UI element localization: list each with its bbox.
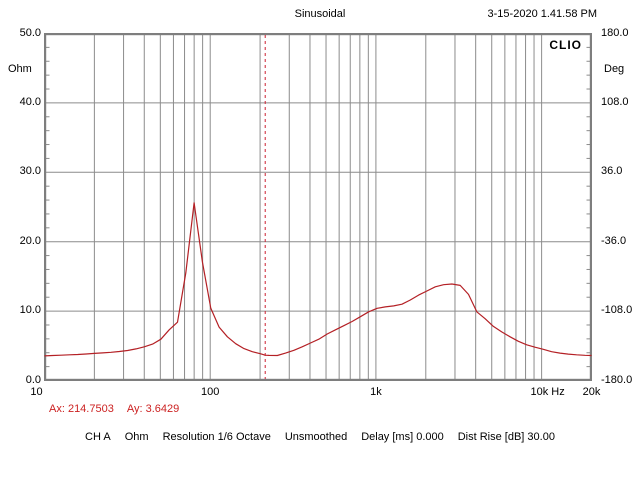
- y-left-tick-label: 30.0: [19, 165, 41, 178]
- y-right-tick-label: -108.0: [601, 304, 633, 317]
- measurement-type-label: Sinusoidal: [294, 8, 346, 20]
- cursor-ax-value: Ax: 214.7503: [49, 403, 114, 415]
- x-tick-label: 100: [201, 386, 220, 398]
- y-right-tick-label: 36.0: [601, 165, 623, 178]
- y-left-tick-label: 10.0: [19, 304, 41, 317]
- cursor-readout: Ax: 214.7503 Ay: 3.6429: [49, 403, 192, 415]
- plot-canvas[interactable]: [44, 33, 592, 381]
- plot-border: [44, 33, 592, 381]
- y-left-tick-label: 40.0: [19, 95, 41, 108]
- status-unit: Ohm: [124, 431, 149, 443]
- status-delay: Delay [ms] 0.000: [361, 431, 444, 443]
- y-left-tick-label: 20.0: [19, 234, 41, 247]
- clio-brand-label: CLIO: [549, 38, 582, 52]
- x-tick-label: 1k: [370, 386, 382, 398]
- y-right-tick-label: 180.0: [601, 26, 629, 39]
- impedance-curve: [44, 202, 592, 357]
- status-dist-rise: Dist Rise [dB] 30.00: [457, 431, 555, 443]
- datetime-label: 3-15-2020 1.41.58 PM: [487, 8, 597, 20]
- ohm-unit-label: Ohm: [8, 63, 32, 75]
- x-tick-label: 10k Hz: [530, 386, 565, 398]
- status-channel: CH A: [85, 431, 111, 443]
- status-line: CH A Ohm Resolution 1/6 Octave Unsmoothed De…: [0, 431, 640, 443]
- cursor-ay-value: Ay: 3.6429: [126, 403, 180, 415]
- y-left-tick-label: 0.0: [25, 373, 41, 386]
- x-tick-label: 10: [30, 386, 43, 398]
- status-smoothing: Unsmoothed: [284, 431, 348, 443]
- status-resolution: Resolution 1/6 Octave: [162, 431, 271, 443]
- x-tick-label: 20k: [582, 386, 601, 398]
- deg-unit-label: Deg: [604, 63, 625, 75]
- y-right-tick-label: 108.0: [601, 95, 629, 108]
- y-left-tick-label: 50.0: [19, 26, 41, 39]
- impedance-plot: CLIO: [44, 33, 592, 381]
- y-right-tick-label: -36.0: [601, 234, 627, 247]
- y-right-tick-label: -180.0: [601, 373, 633, 386]
